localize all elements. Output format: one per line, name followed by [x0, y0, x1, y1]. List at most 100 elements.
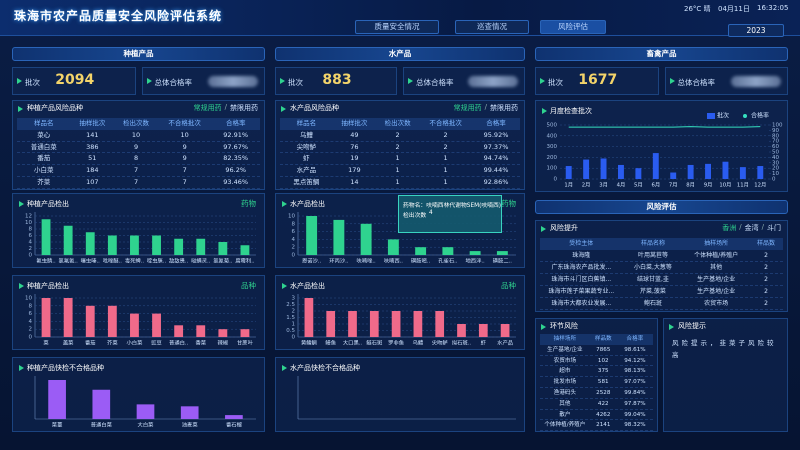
risk-table-panel: 水产品风险品种 常规用药 / 禁限用药 样品名 抽样批次 检出次数 不合格批次 合格率 乌鳢 49 2…	[275, 100, 525, 190]
table-cell: 虾	[303, 154, 310, 163]
bar	[391, 311, 401, 337]
bar	[174, 238, 184, 255]
header-cell: 合格率	[225, 119, 246, 127]
tab[interactable]: 金湾	[744, 224, 759, 232]
table-cell: 农贸市场	[704, 300, 729, 307]
table-row: 黑点笛鲷 14 1 1 92.86%	[280, 177, 520, 189]
nav-button[interactable]: 风险评估	[540, 20, 606, 34]
stat-value: 2094	[55, 72, 95, 88]
panel-title: 环节风险	[550, 322, 578, 330]
icon	[17, 78, 22, 84]
bar	[583, 159, 590, 179]
x-tick-label: 大口黑..	[343, 339, 363, 347]
table-cell: 99.44%	[483, 166, 509, 175]
x-tick-label: 大白菜	[138, 421, 155, 429]
x-tick-label: 10月	[719, 182, 731, 189]
table-cell: 102	[597, 357, 609, 364]
tab[interactable]: 常规用药	[453, 104, 482, 112]
y-tick-label: 70	[772, 139, 779, 145]
table-row: 水产品 179 1 1 99.44%	[280, 165, 520, 177]
icon	[19, 201, 24, 207]
links-panel: 环节风险 抽样场所 样品数 合格率 生产基地/企业 7865 98.61% 农贸市场 102 94…	[535, 318, 658, 432]
bar	[225, 415, 243, 419]
y-tick-label: 0	[29, 253, 33, 259]
stat-label: 批次	[25, 78, 40, 87]
legend-swatch	[743, 114, 747, 118]
x-tick-label: 菜	[43, 339, 49, 347]
legend-swatch	[707, 113, 715, 119]
bar	[435, 311, 445, 337]
table-cell: 菜心	[37, 130, 51, 139]
table-cell: 92.86%	[483, 178, 509, 186]
table-row: 虾 19 1 1 94.74%	[280, 153, 520, 166]
x-tick-label: 磺胺二..	[493, 257, 513, 265]
table-cell: 7	[182, 178, 187, 186]
table-cell: 10	[131, 130, 141, 139]
bar	[722, 161, 729, 179]
stat-label: 总体合格率	[416, 78, 454, 87]
table-cell: 581	[597, 379, 609, 386]
y-tick-label: 1.5	[286, 315, 295, 321]
y-tick-label: 10	[25, 220, 32, 226]
table-row: 珠海市莲子菜果蔬专业... 芹菜,菠菜 生产基地/企业 2	[540, 286, 783, 298]
column-header: 种植产品	[12, 47, 265, 61]
nav-button[interactable]: 质量安全情况	[355, 20, 439, 34]
stat-label: 批次	[288, 78, 303, 87]
bar	[600, 158, 607, 179]
y-tick-label: 10	[25, 296, 32, 302]
table-cell: 叶用莴苣等	[637, 252, 668, 259]
table-cell: 珠海市莲子菜果蔬专业...	[548, 288, 615, 295]
table-cell: 生产基地/企业	[697, 276, 736, 283]
bar	[92, 389, 111, 419]
x-tick-label: 菜薹	[52, 421, 63, 429]
bar	[348, 311, 357, 337]
chart-panel: 种植产品检出 药物 0 2 4 6 8 10 12 氟虫腈.. 氯氟氰.. 噻虫嗪.. 吡唑醚.. 毒死蜱…	[12, 193, 265, 268]
x-tick-label: 5月	[634, 182, 643, 189]
y-tick-label: 40	[772, 155, 779, 161]
tab[interactable]: 香洲	[722, 224, 737, 232]
y-tick-label: 8	[29, 303, 33, 309]
header-cell: 样品名	[33, 119, 54, 127]
chart: 水产品检出 药物 0 2 4 6 810 恩诺沙.. 环丙沙.. 呋喃唑.. 呋喃西.. 磺胺嘧.. 孔…	[282, 198, 516, 265]
table-row: 珠海市大都农业发展... 鲍石斑 农贸市场 2	[540, 298, 783, 310]
x-tick-label: 恩诺沙..	[302, 258, 322, 265]
table-cell: 9	[182, 142, 187, 151]
year-selector[interactable]: 2023	[728, 24, 784, 37]
tab[interactable]: 常规用药	[193, 104, 222, 112]
table-cell: 2	[395, 142, 400, 151]
table-cell: 95.92%	[483, 130, 509, 139]
x-tick-label: 香菜	[195, 339, 206, 347]
panel-title: 种植产品风险品种	[27, 104, 83, 112]
line-series	[568, 126, 761, 128]
tab[interactable]: 禁限用药	[490, 104, 518, 112]
stat-box: 总体合格率	[141, 67, 265, 95]
x-tick-label: 啶虫脒..	[147, 257, 167, 265]
chart-title: 种植产品检出	[27, 281, 69, 290]
tabs: 常规用药 / 禁限用药	[454, 103, 518, 113]
tabs: 常规用药 / 禁限用药	[194, 103, 258, 113]
table-cell: 1	[395, 166, 400, 175]
y-tick-label: 200	[547, 155, 558, 161]
y-tick-label: 6	[292, 229, 296, 235]
tab[interactable]: 禁限用药	[230, 104, 258, 112]
icon	[540, 78, 545, 84]
tab-separator: /	[224, 103, 227, 111]
chart-panel: 水产品检出 药物 0 2 4 6 8 10 恩诺沙.. 环丙沙.. 呋喃唑.. 呋喃西.. 磺胺嘧.. 孔…	[275, 193, 525, 268]
table-row: 农贸市场 102 94.12%	[540, 356, 653, 367]
table-cell: 14	[350, 178, 359, 186]
blurred-value	[731, 76, 781, 87]
x-tick-label: 6月	[651, 182, 660, 189]
x-tick-label: 罗非鱼	[388, 339, 404, 347]
stat-box: 总体合格率	[664, 67, 788, 95]
y-tick-label: 2	[292, 245, 296, 251]
header-cell: 抽样批次	[341, 119, 368, 127]
icon	[18, 106, 23, 112]
y-tick-label: 0	[554, 177, 558, 183]
bar	[757, 166, 764, 179]
table-row: 珠海隆 叶用莴苣等 个体种植/养殖户 2	[540, 250, 783, 262]
weather: 26°C 晴	[684, 5, 711, 13]
x-tick-label: 尖吻鲈	[432, 339, 448, 347]
nav-button[interactable]: 巡查情况	[455, 20, 529, 34]
tab[interactable]: 斗门	[767, 224, 781, 232]
